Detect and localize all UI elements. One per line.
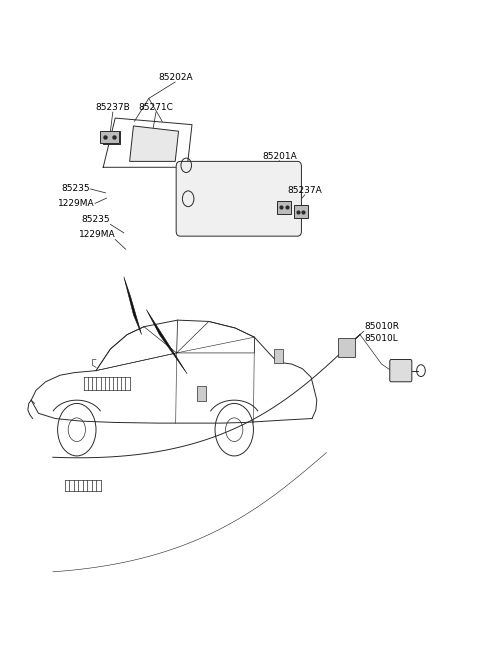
Text: 85202A: 85202A xyxy=(158,73,192,82)
Text: 85010R: 85010R xyxy=(365,322,400,331)
Text: 1229MA: 1229MA xyxy=(59,199,95,208)
Polygon shape xyxy=(146,310,187,374)
FancyBboxPatch shape xyxy=(390,359,412,382)
Text: 85201A: 85201A xyxy=(262,152,297,161)
FancyBboxPatch shape xyxy=(274,349,283,363)
Text: 85235: 85235 xyxy=(82,215,110,224)
Polygon shape xyxy=(124,277,142,335)
FancyBboxPatch shape xyxy=(197,386,206,401)
Text: 85010L: 85010L xyxy=(365,334,398,343)
FancyBboxPatch shape xyxy=(176,161,301,236)
Text: 1229MA: 1229MA xyxy=(79,230,115,239)
FancyBboxPatch shape xyxy=(277,201,291,214)
Text: 85237B: 85237B xyxy=(96,103,130,112)
Text: 85271C: 85271C xyxy=(139,103,173,112)
FancyBboxPatch shape xyxy=(294,205,308,218)
Text: 85235: 85235 xyxy=(61,184,90,194)
Text: 85237A: 85237A xyxy=(288,186,322,195)
FancyBboxPatch shape xyxy=(338,338,355,357)
Polygon shape xyxy=(130,126,179,161)
Polygon shape xyxy=(100,131,119,143)
